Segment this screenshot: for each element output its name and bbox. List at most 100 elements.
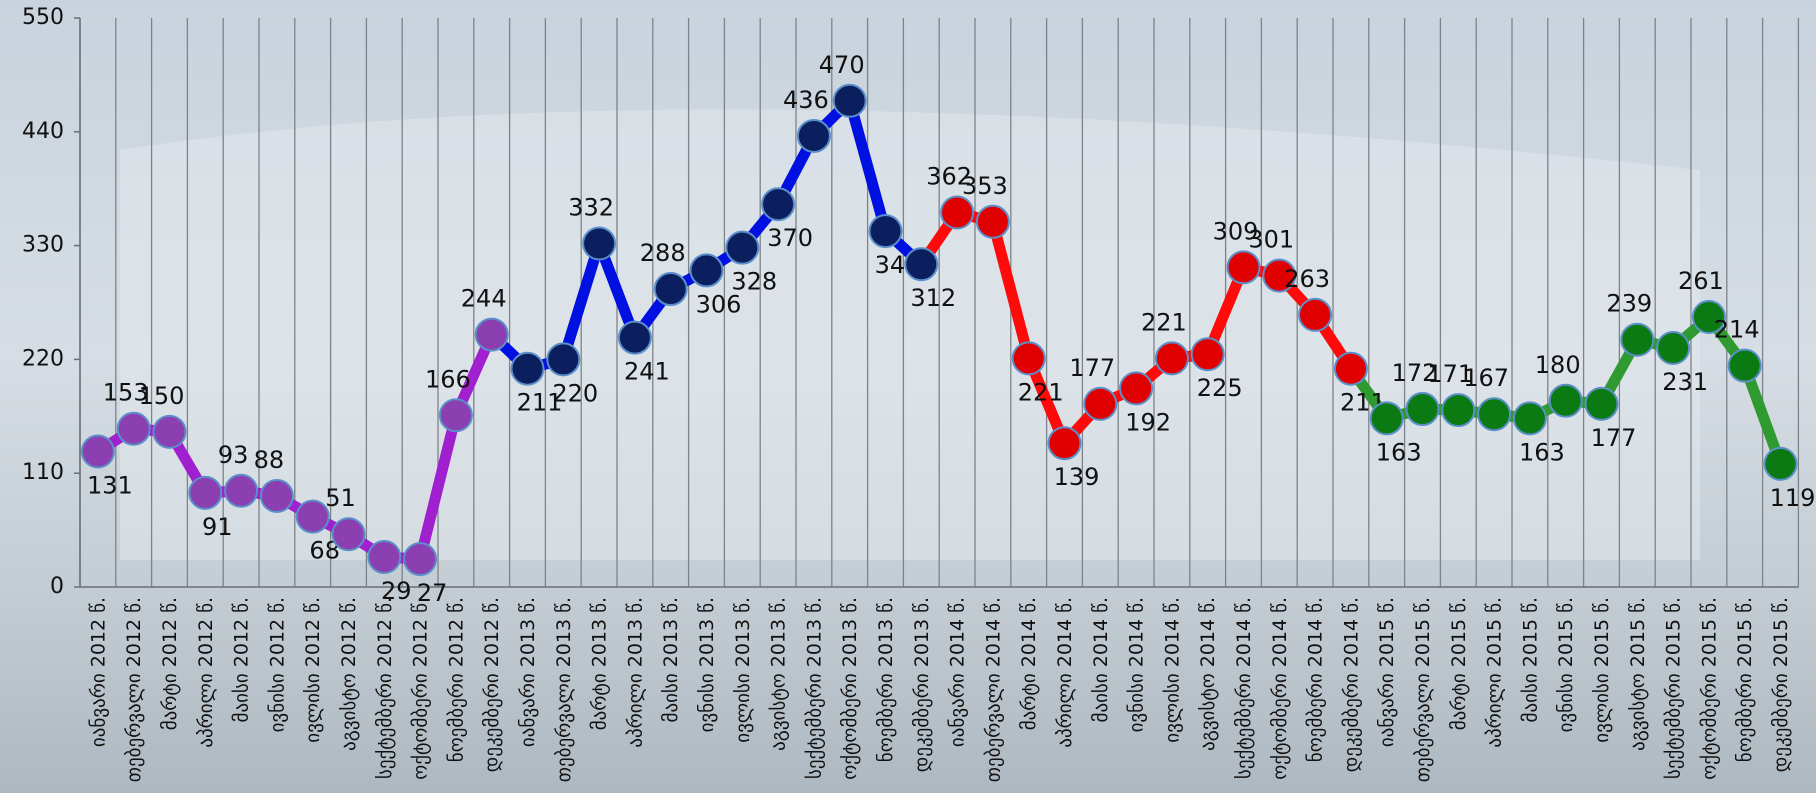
data-label: 177 [1591, 424, 1637, 452]
data-label: 261 [1678, 267, 1724, 295]
x-tick-label: აპრილი 2012 წ. [195, 597, 217, 748]
marker [1262, 258, 1297, 293]
data-label: 221 [1018, 378, 1064, 406]
x-tick-label: აგვისტო 2012 წ. [338, 597, 360, 751]
marker [474, 317, 509, 352]
marker [80, 434, 115, 469]
marker [1154, 341, 1189, 376]
data-label: 306 [696, 290, 742, 318]
data-label: 153 [103, 379, 149, 407]
data-label: 288 [640, 239, 686, 267]
data-label: 362 [926, 162, 972, 190]
x-tick-label: ივლისი 2014 წ. [1161, 597, 1183, 743]
data-label: 131 [87, 471, 133, 499]
y-tick-label: 220 [22, 346, 64, 371]
marker [1477, 397, 1512, 432]
x-tick-label: მარტი 2015 წ. [1448, 597, 1470, 730]
x-tick-label: აპრილი 2015 წ. [1484, 597, 1506, 748]
x-tick-label: მაისი 2014 წ. [1090, 597, 1112, 722]
data-label: 119 [1770, 484, 1816, 512]
marker [224, 473, 259, 508]
marker [1548, 383, 1583, 418]
x-tick-label: მარტი 2012 წ. [159, 597, 181, 730]
x-tick-label: ნოემბერი 2012 წ. [445, 597, 467, 762]
marker [1369, 401, 1404, 436]
data-label: 163 [1519, 438, 1565, 466]
data-label: 263 [1284, 265, 1330, 293]
marker [868, 214, 903, 249]
x-tick-label: აგვისტო 2015 წ. [1627, 597, 1649, 751]
data-label: 180 [1535, 351, 1581, 379]
marker [1512, 401, 1547, 436]
marker [617, 320, 652, 355]
x-tick-label: იანვარი 2015 წ. [1376, 597, 1398, 747]
x-tick-label: ოქტომბერი 2015 წ. [1698, 597, 1720, 780]
data-label: 139 [1054, 463, 1100, 491]
x-tick-label: ივლისი 2015 წ. [1591, 597, 1613, 743]
marker [1190, 337, 1225, 372]
marker [1620, 322, 1655, 357]
data-label: 239 [1606, 290, 1652, 318]
data-label: 150 [139, 382, 185, 410]
x-tick-label: დეკემბერი 2013 წ. [911, 597, 933, 772]
marker [116, 411, 151, 446]
x-tick-label: მაისი 2013 წ. [660, 597, 682, 722]
marker [653, 272, 688, 307]
marker [438, 398, 473, 433]
marker [761, 187, 796, 222]
x-tick-label: აპრილი 2014 წ. [1054, 597, 1076, 748]
x-tick-label: დეკემბერი 2014 წ. [1340, 597, 1362, 772]
x-tick-label: ოქტომბერი 2014 წ. [1269, 597, 1291, 780]
data-label: 301 [1248, 226, 1294, 254]
marker [1691, 299, 1726, 334]
x-tick-label: ოქტომბერი 2013 წ. [839, 597, 861, 780]
marker [1298, 297, 1333, 332]
data-label: 244 [461, 285, 507, 313]
y-tick-label: 110 [22, 460, 64, 485]
x-tick-label: აგვისტო 2013 წ. [768, 597, 790, 751]
data-label: 225 [1197, 374, 1243, 402]
data-label: 241 [624, 358, 670, 386]
x-tick-label: თებერვალი 2014 წ. [982, 597, 1004, 782]
marker [1441, 393, 1476, 428]
x-tick-label: ივნისი 2015 წ. [1555, 597, 1577, 732]
data-label: 328 [731, 268, 777, 296]
data-label: 221 [1141, 308, 1187, 336]
data-label: 312 [910, 284, 956, 312]
x-tick-label: აპრილი 2013 წ. [624, 597, 646, 748]
marker [1226, 250, 1261, 285]
data-label: 171 [1427, 360, 1473, 388]
marker [331, 517, 366, 552]
marker [259, 478, 294, 513]
x-tick-label: დეკემბერი 2012 წ. [481, 597, 503, 772]
data-label: 166 [425, 365, 471, 393]
marker [1011, 341, 1046, 376]
data-label: 163 [1376, 438, 1422, 466]
data-label: 177 [1069, 354, 1115, 382]
x-tick-label: ივლისი 2012 წ. [302, 597, 324, 743]
marker [1656, 331, 1691, 366]
data-label: 27 [417, 579, 448, 607]
data-label: 353 [962, 172, 1008, 200]
data-label: 220 [552, 379, 598, 407]
data-label: 332 [568, 194, 614, 222]
marker [796, 118, 831, 153]
marker [546, 342, 581, 377]
marker [188, 475, 223, 510]
x-tick-label: დეკემბერი 2015 წ. [1770, 597, 1792, 772]
data-label: 172 [1392, 359, 1438, 387]
x-tick-label: იანვარი 2014 წ. [947, 597, 969, 747]
x-tick-label: იანვარი 2012 წ. [87, 597, 109, 747]
marker [1584, 386, 1619, 421]
x-tick-label: სექტემბერი 2015 წ. [1663, 597, 1685, 779]
data-label: 214 [1714, 316, 1760, 344]
y-tick-label: 0 [50, 574, 64, 599]
data-label: 93 [218, 441, 249, 469]
marker [832, 83, 867, 118]
x-tick-label: მაისი 2012 წ. [231, 597, 253, 722]
line [526, 95, 926, 375]
data-label: 167 [1463, 364, 1509, 392]
marker [152, 414, 187, 449]
x-tick-label: ივნისი 2013 წ. [696, 597, 718, 732]
